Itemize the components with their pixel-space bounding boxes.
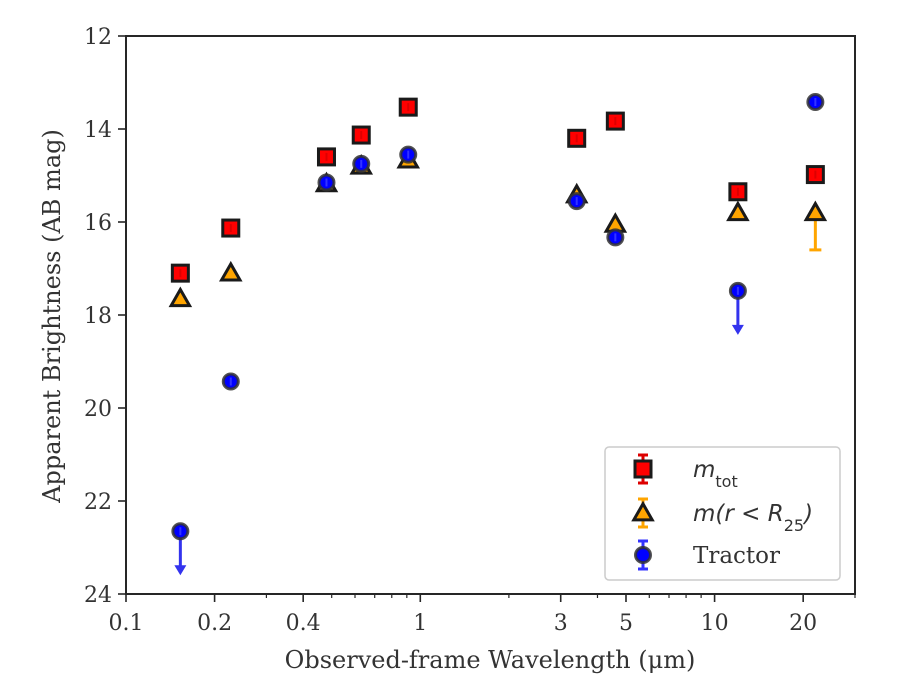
x-tick-label: 1 [413, 611, 427, 636]
y-tick-label: 12 [84, 25, 112, 50]
upper-limit-arrowhead [174, 565, 187, 576]
x-tick-label: 20 [789, 611, 817, 636]
x-tick-label: 0.1 [109, 611, 144, 636]
legend-box [604, 446, 841, 581]
y-tick-label: 22 [84, 490, 112, 515]
legend-label: Tractor [693, 543, 780, 569]
legend-label: m(r < R25) [693, 501, 813, 535]
y-tick-label: 14 [84, 118, 112, 143]
legend-marker [631, 500, 655, 522]
y-tick-label: 16 [84, 211, 112, 236]
y-axis-title: Apparent Brightness (AB mag) [38, 129, 66, 504]
x-axis-title: Observed-frame Wavelength (μm) [285, 646, 696, 674]
x-tick-label: 0.4 [286, 611, 321, 636]
axes: 0.1 0.2 0.4 1 3 5 10 20 12 14 16 18 20 22 24 [84, 25, 856, 636]
legend-marker [634, 546, 652, 564]
series-triangle [168, 147, 828, 308]
data-point [803, 200, 828, 222]
x-tick-label: 0.2 [197, 611, 232, 636]
series-square [170, 97, 825, 283]
series-circle [171, 93, 825, 576]
upper-limit-arrowhead [731, 324, 744, 335]
x-tick-label: 5 [619, 611, 633, 636]
x-tick-label: 10 [701, 611, 729, 636]
y-tick-label: 20 [84, 397, 112, 422]
data-marks [168, 93, 828, 576]
y-tick-label: 24 [84, 583, 112, 608]
legend: mtot m(r < R25) Tractor [604, 446, 841, 581]
legend-marker [633, 459, 653, 479]
x-tick-label: 3 [554, 611, 568, 636]
legend-label: mtot [693, 457, 738, 491]
y-tick-label: 18 [84, 304, 112, 329]
